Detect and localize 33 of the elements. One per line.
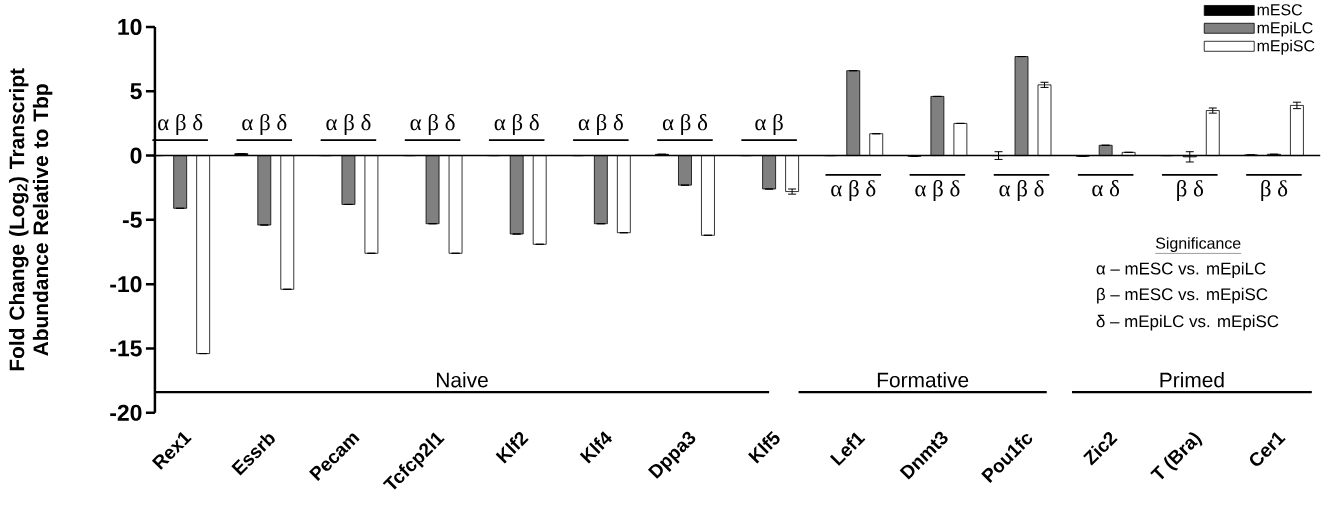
y-tick-label: -20: [110, 404, 142, 421]
annotation: α β δ: [326, 114, 371, 136]
annotation: Primed: [1160, 372, 1224, 388]
annotation: Naive: [437, 372, 488, 388]
y-tick-label: 0: [130, 147, 142, 164]
annotation: α δ: [1092, 180, 1120, 197]
annotation: α β δ: [242, 114, 287, 136]
y-tick-label: -10: [110, 276, 142, 293]
annotation: β δ: [1261, 180, 1288, 202]
annotation: δ – mEpiLC vs. mEpiSC: [1096, 315, 1279, 331]
y-tick-label: -15: [110, 340, 142, 357]
y-tick-label: 5: [130, 83, 142, 100]
annotation: α β δ: [999, 180, 1044, 202]
annotation: β – mESC vs. mEpiSC: [1097, 288, 1268, 304]
annotation: α β δ: [915, 180, 960, 202]
annotation: α β δ: [578, 114, 623, 136]
annotation: α β δ: [410, 114, 455, 136]
y-tick-label: -5: [122, 212, 142, 228]
x-tick-label: Klf2: [495, 432, 529, 464]
annotation: α β δ: [494, 114, 539, 136]
annotation: Significance: [1155, 237, 1241, 253]
annotation: β δ: [1177, 180, 1203, 202]
annotation: Formative: [877, 372, 969, 388]
annotation: α β δ: [158, 114, 203, 136]
y-tick-label: 10: [118, 19, 142, 36]
annotation: α β δ: [662, 114, 708, 136]
legend-label: mESC: [1257, 4, 1303, 16]
legend-label: mEpiSC: [1257, 39, 1315, 55]
legend-label: mEpiLC: [1257, 21, 1313, 37]
annotation: α – mESC vs. mEpiLC: [1096, 262, 1266, 279]
x-tick-label: Klf4: [579, 431, 613, 464]
annotation: α β: [755, 114, 783, 136]
annotation: α β δ: [831, 180, 876, 202]
